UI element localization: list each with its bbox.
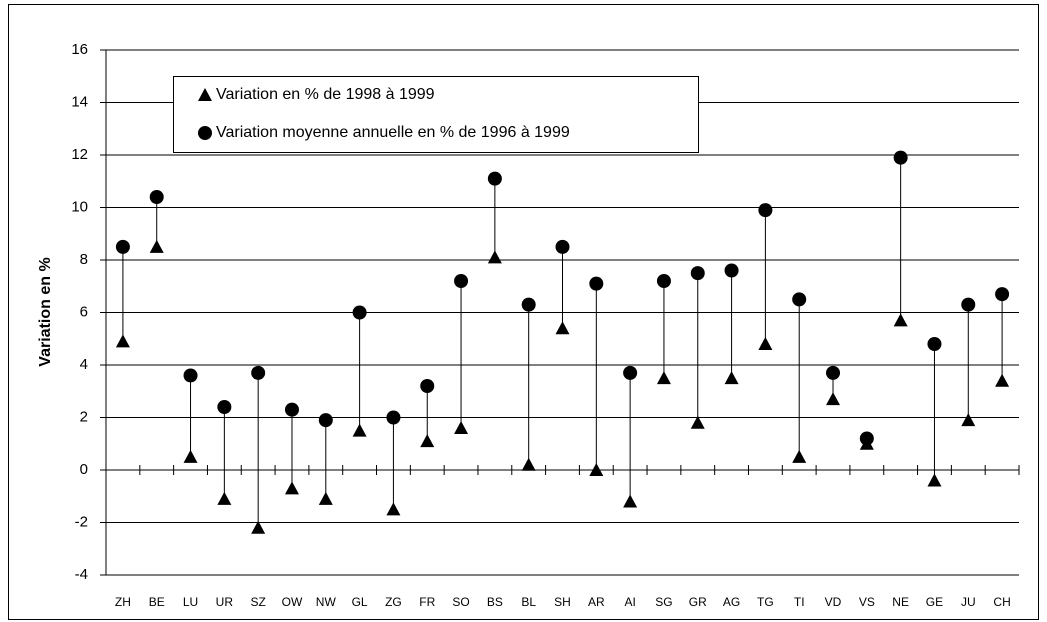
legend-label: Variation moyenne annuelle en % de 1996 …: [216, 124, 570, 141]
triangle-marker: [521, 457, 536, 471]
y-tick-label: 2: [80, 408, 88, 425]
circle-marker: [149, 190, 164, 204]
triangle-marker: [487, 250, 502, 264]
legend-marker: [198, 126, 212, 140]
circle-marker: [420, 379, 435, 393]
triangle-marker: [386, 502, 401, 516]
x-tick-label: SG: [655, 595, 672, 609]
x-tick-label: GL: [352, 595, 368, 609]
x-tick-label: ZG: [385, 595, 402, 609]
x-tick-label: VD: [825, 595, 842, 609]
x-tick-label: SH: [554, 595, 571, 609]
circle-marker: [115, 239, 130, 254]
x-tick-label: SO: [452, 595, 469, 609]
circle-marker: [826, 365, 841, 380]
x-tick-label: TI: [794, 595, 805, 609]
x-tick-label: ZH: [115, 595, 131, 609]
triangle-marker: [690, 415, 705, 429]
legend-marker: [198, 88, 212, 101]
x-tick-label: AG: [723, 595, 740, 609]
circle-marker: [758, 203, 773, 218]
circle-marker: [961, 297, 976, 312]
triangle-marker: [656, 371, 671, 385]
y-tick-label: 14: [71, 93, 88, 110]
triangle-marker: [149, 239, 164, 253]
y-tick-label: 12: [71, 146, 88, 163]
triangle-marker: [623, 494, 638, 508]
x-tick-label: VS: [859, 595, 875, 609]
circle-marker: [183, 368, 198, 383]
circle-marker: [284, 402, 299, 417]
x-tick-label: BE: [149, 595, 165, 609]
triangle-marker: [284, 481, 299, 495]
triangle-marker: [724, 371, 739, 385]
x-tick-label: GR: [689, 595, 707, 609]
triangle-marker: [826, 392, 841, 406]
triangle-marker: [352, 423, 367, 437]
triangle-marker: [792, 449, 807, 463]
circle-marker: [521, 297, 536, 312]
x-tick-label: FR: [419, 595, 435, 609]
circle-marker: [555, 239, 570, 254]
y-tick-label: 0: [80, 461, 88, 478]
legend-label: Variation en % de 1998 à 1999: [216, 86, 435, 103]
circle-marker: [217, 400, 232, 414]
x-tick-label: UR: [216, 595, 234, 609]
circle-marker: [893, 150, 908, 165]
circle-marker: [792, 292, 807, 307]
circle-marker: [656, 274, 671, 288]
circle-marker: [487, 171, 502, 186]
x-tick-label: SZ: [250, 595, 265, 609]
legend-box: [173, 76, 699, 153]
circle-marker: [690, 266, 705, 281]
y-axis-label: Variation en %: [37, 257, 54, 366]
x-tick-label: CH: [993, 595, 1010, 609]
x-tick-label: GE: [926, 595, 943, 609]
x-tick-label: LU: [183, 595, 198, 609]
x-tick-label: AR: [588, 595, 605, 609]
circle-marker: [589, 276, 604, 291]
y-tick-label: 10: [71, 198, 88, 215]
x-tick-label: OW: [282, 595, 303, 609]
triangle-marker: [217, 491, 232, 505]
x-tick-label: BL: [521, 595, 536, 609]
x-tick-label: JU: [961, 595, 976, 609]
y-tick-label: 4: [80, 356, 88, 373]
x-tick-label: BS: [487, 595, 503, 609]
x-tick-label: TG: [757, 595, 774, 609]
triangle-marker: [758, 337, 773, 350]
y-tick-label: -2: [75, 513, 88, 530]
circle-marker: [352, 305, 367, 320]
triangle-marker: [961, 413, 976, 427]
y-tick-label: -4: [75, 566, 88, 583]
x-tick-label: NW: [316, 595, 337, 609]
circle-marker: [859, 431, 874, 446]
triangle-marker: [454, 421, 469, 434]
circle-marker: [318, 413, 333, 428]
circle-marker: [927, 337, 942, 351]
circle-marker: [454, 274, 469, 288]
y-tick-label: 16: [71, 41, 88, 58]
circle-marker: [724, 263, 739, 278]
triangle-marker: [927, 473, 942, 487]
triangle-marker: [555, 321, 570, 335]
triangle-marker: [589, 463, 604, 476]
triangle-marker: [995, 373, 1010, 387]
triangle-marker: [893, 313, 908, 327]
x-tick-label: NE: [892, 595, 909, 609]
triangle-marker: [115, 334, 130, 348]
circle-marker: [995, 287, 1010, 302]
circle-marker: [386, 410, 401, 425]
y-tick-label: 6: [80, 303, 88, 320]
triangle-marker: [420, 434, 435, 448]
x-tick-label: AI: [624, 595, 635, 609]
triangle-marker: [183, 449, 198, 463]
y-tick-label: 8: [80, 251, 88, 268]
triangle-marker: [318, 491, 333, 505]
circle-marker: [251, 365, 266, 380]
triangle-marker: [251, 520, 266, 534]
circle-marker: [623, 365, 638, 380]
